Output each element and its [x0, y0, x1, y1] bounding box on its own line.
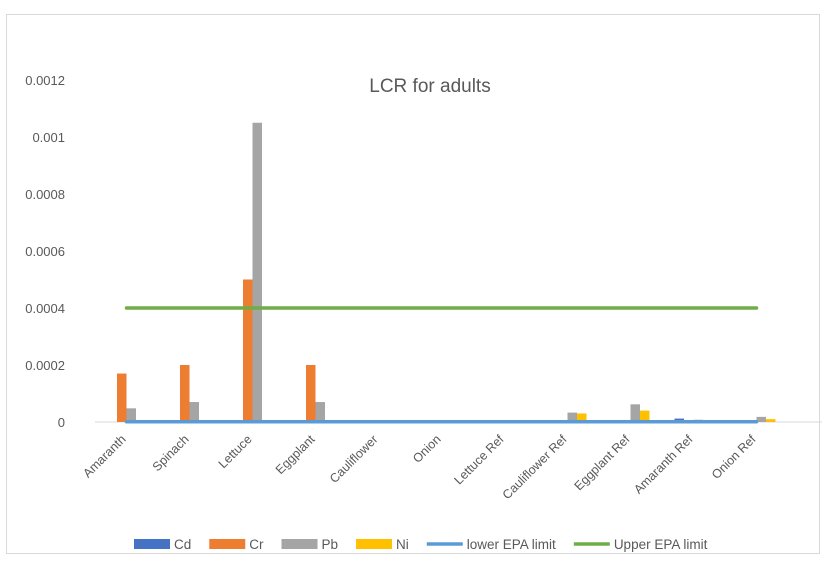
- x-tick-label: Cauliflower: [327, 432, 381, 486]
- legend-label-ni: Ni: [396, 537, 409, 552]
- y-tick-label: 0.0006: [25, 244, 65, 259]
- legend: Cd Cr Pb Ni lower EPA limit Upper EPA limit: [134, 537, 708, 552]
- chart-border: [6, 14, 820, 554]
- bar-pb: [630, 404, 640, 422]
- bar-pb: [252, 122, 262, 422]
- x-tick-label: Spinach: [150, 432, 192, 474]
- bar-ni: [766, 419, 776, 422]
- bar-cr: [306, 365, 316, 422]
- bar-ni: [640, 410, 650, 422]
- legend-swatch-cd: [134, 539, 170, 549]
- bar-cr: [180, 365, 190, 422]
- y-tick-label: 0.0008: [25, 187, 65, 202]
- x-axis: Amaranth Spinach Lettuce Eggplant Cauliflowe…: [80, 421, 822, 502]
- bar-cr: [243, 279, 253, 422]
- y-tick-label: 0.001: [32, 130, 65, 145]
- y-tick-label: 0.0004: [25, 301, 65, 316]
- x-tick-label: Onion Ref: [709, 432, 759, 482]
- legend-label-cd: Cd: [174, 537, 191, 552]
- x-tick-label: Cauliflower Ref: [500, 432, 570, 502]
- legend-swatch-pb: [281, 539, 318, 549]
- y-axis: 0 0.0002 0.0004 0.0006 0.0008 0.001 0.0012: [25, 73, 65, 430]
- legend-label-pb: Pb: [322, 537, 339, 552]
- legend-label-cr: Cr: [249, 537, 264, 552]
- bar-series: [117, 122, 776, 422]
- y-tick-label: 0: [58, 415, 65, 430]
- bar-pb: [126, 408, 136, 422]
- x-tick-label: Lettuce: [216, 432, 255, 471]
- legend-swatch-ni: [356, 539, 393, 549]
- line-series: [124, 306, 759, 424]
- chart-title: LCR for adults: [369, 76, 490, 97]
- bar-pb: [756, 416, 766, 422]
- y-tick-label: 0.0012: [25, 73, 65, 88]
- bar-pb: [567, 412, 577, 422]
- bar-ni: [577, 413, 587, 422]
- legend-label-lower-epa-limit: lower EPA limit: [467, 537, 556, 552]
- x-tick-label: Onion: [410, 432, 444, 466]
- y-tick-label: 0.0002: [25, 358, 65, 373]
- legend-swatch-cr: [209, 539, 246, 549]
- x-tick-label: Eggplant Ref: [572, 432, 633, 493]
- x-tick-label: Amaranth Ref: [631, 432, 696, 497]
- bar-pb: [189, 402, 199, 422]
- legend-label-upper-epa-limit: Upper EPA limit: [614, 537, 708, 552]
- x-tick-label: Eggplant: [273, 432, 318, 477]
- bar-cr: [117, 373, 127, 422]
- x-tick-label: Amaranth: [80, 432, 128, 480]
- bar-pb: [315, 402, 325, 422]
- x-tick-label: Lettuce Ref: [452, 432, 507, 487]
